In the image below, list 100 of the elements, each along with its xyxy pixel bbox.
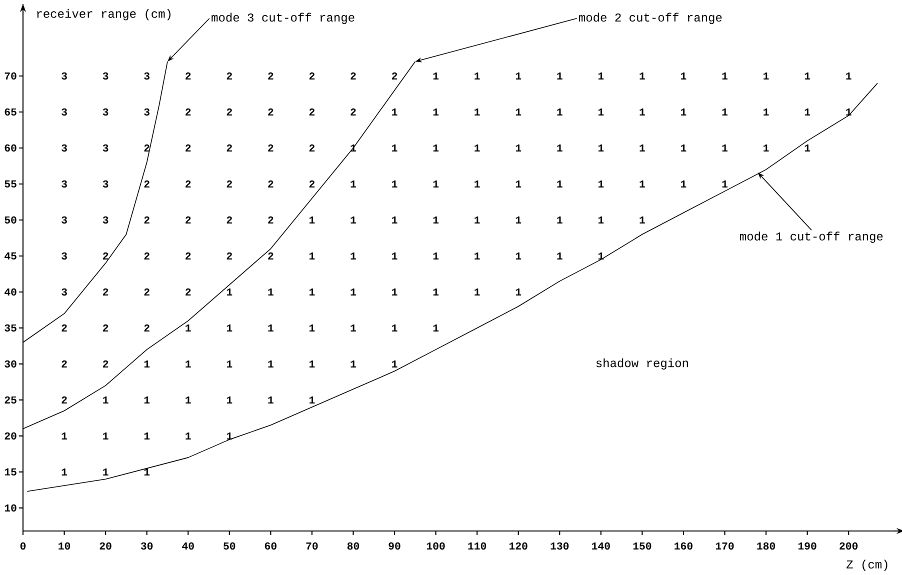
data-label: 1 (309, 252, 315, 260)
data-label: 1 (433, 108, 439, 116)
data-label: 1 (557, 252, 562, 260)
data-label: 1 (764, 108, 769, 116)
data-label: 2 (186, 252, 191, 260)
data-label: 1 (680, 72, 686, 80)
data-label: 1 (764, 72, 769, 80)
data-label: 1 (186, 360, 191, 368)
data-label: 1 (144, 468, 150, 476)
data-label: 1 (557, 108, 562, 116)
data-label: 2 (309, 108, 315, 116)
data-label: 2 (309, 144, 315, 152)
x-tick-label: 110 (468, 542, 486, 550)
data-label: 2 (350, 108, 356, 116)
data-label: 1 (268, 324, 274, 332)
data-label: 1 (598, 216, 604, 224)
data-label: 1 (103, 432, 108, 440)
annotation: mode 3 cut-off range (212, 12, 354, 24)
data-label: 1 (474, 180, 480, 188)
x-tick-label: 30 (140, 542, 153, 550)
data-label: 3 (62, 72, 67, 80)
data-label: 3 (62, 108, 67, 116)
data-label: 3 (102, 216, 108, 224)
x-tick-label: 90 (388, 542, 400, 550)
x-tick-label: 70 (306, 542, 318, 550)
annotation: mode 2 cut-off range (579, 12, 722, 24)
x-tick-label: 80 (347, 542, 360, 550)
data-label: 2 (103, 252, 108, 260)
data-label: 2 (309, 180, 315, 188)
data-label: 1 (598, 108, 604, 116)
y-tick-label: 60 (4, 144, 16, 152)
x-tick-label: 150 (633, 542, 652, 550)
data-label: 1 (350, 252, 356, 260)
data-label: 1 (598, 72, 604, 80)
y-tick-label: 70 (4, 72, 16, 80)
data-label: 1 (598, 252, 604, 260)
data-label: 1 (516, 252, 522, 260)
data-label: 1 (557, 72, 562, 80)
data-label: 1 (62, 432, 68, 440)
data-label: 1 (846, 108, 852, 116)
x-tick-label: 50 (224, 542, 236, 550)
y-tick-label: 10 (4, 504, 16, 512)
data-label: 1 (804, 72, 810, 80)
data-label: 1 (350, 360, 356, 368)
data-label: 2 (268, 252, 274, 260)
data-label: 1 (392, 288, 398, 296)
data-label: 3 (102, 72, 108, 80)
y-tick-label: 50 (4, 216, 16, 224)
data-label: 1 (516, 144, 522, 152)
data-label: 1 (846, 72, 852, 80)
data-label: 3 (62, 216, 67, 224)
y-tick-label: 55 (4, 180, 16, 188)
data-label: 1 (474, 288, 480, 296)
data-label: 1 (433, 252, 439, 260)
data-label: 2 (309, 72, 315, 80)
data-label: 1 (350, 288, 356, 296)
data-label: 1 (433, 216, 439, 224)
data-label: 3 (144, 108, 150, 116)
data-label: 1 (186, 324, 191, 332)
data-label: 1 (557, 216, 562, 224)
data-label: 2 (144, 324, 150, 332)
data-label: 1 (557, 144, 562, 152)
data-label: 1 (309, 324, 315, 332)
data-label: 2 (62, 360, 67, 368)
data-label: 1 (309, 288, 315, 296)
data-label: 2 (144, 252, 150, 260)
annotation: shadow region (596, 358, 688, 370)
data-label: 1 (598, 180, 604, 188)
data-label: 1 (226, 288, 232, 296)
data-label: 1 (516, 108, 522, 116)
data-label: 2 (62, 324, 67, 332)
data-label: 1 (680, 108, 686, 116)
data-label: 2 (268, 108, 274, 116)
data-label: 3 (144, 72, 150, 80)
data-label: 1 (722, 108, 728, 116)
data-label: 1 (516, 216, 522, 224)
data-label: 1 (309, 360, 315, 368)
y-axis-title: receiver range (cm) (37, 9, 170, 20)
data-label: 1 (392, 180, 398, 188)
data-label: 1 (474, 252, 480, 260)
data-label: 1 (640, 144, 645, 152)
data-label: 1 (186, 432, 191, 440)
data-label: 1 (433, 144, 439, 152)
y-tick-label: 35 (4, 324, 16, 332)
x-tick-label: 60 (264, 542, 276, 550)
data-label: 3 (62, 288, 67, 296)
x-tick-label: 0 (20, 542, 26, 550)
data-label: 2 (226, 144, 232, 152)
x-tick-label: 10 (58, 542, 70, 550)
data-label: 1 (640, 216, 645, 224)
data-label: 1 (516, 288, 522, 296)
data-label: 1 (268, 360, 274, 368)
data-label: 1 (516, 72, 522, 80)
x-tick-label: 120 (509, 542, 528, 550)
y-tick-label: 45 (4, 252, 16, 260)
data-label: 1 (144, 396, 150, 404)
data-label: 2 (226, 72, 232, 80)
data-label: 1 (804, 108, 810, 116)
data-label: 3 (102, 144, 108, 152)
x-tick-label: 200 (840, 542, 858, 550)
